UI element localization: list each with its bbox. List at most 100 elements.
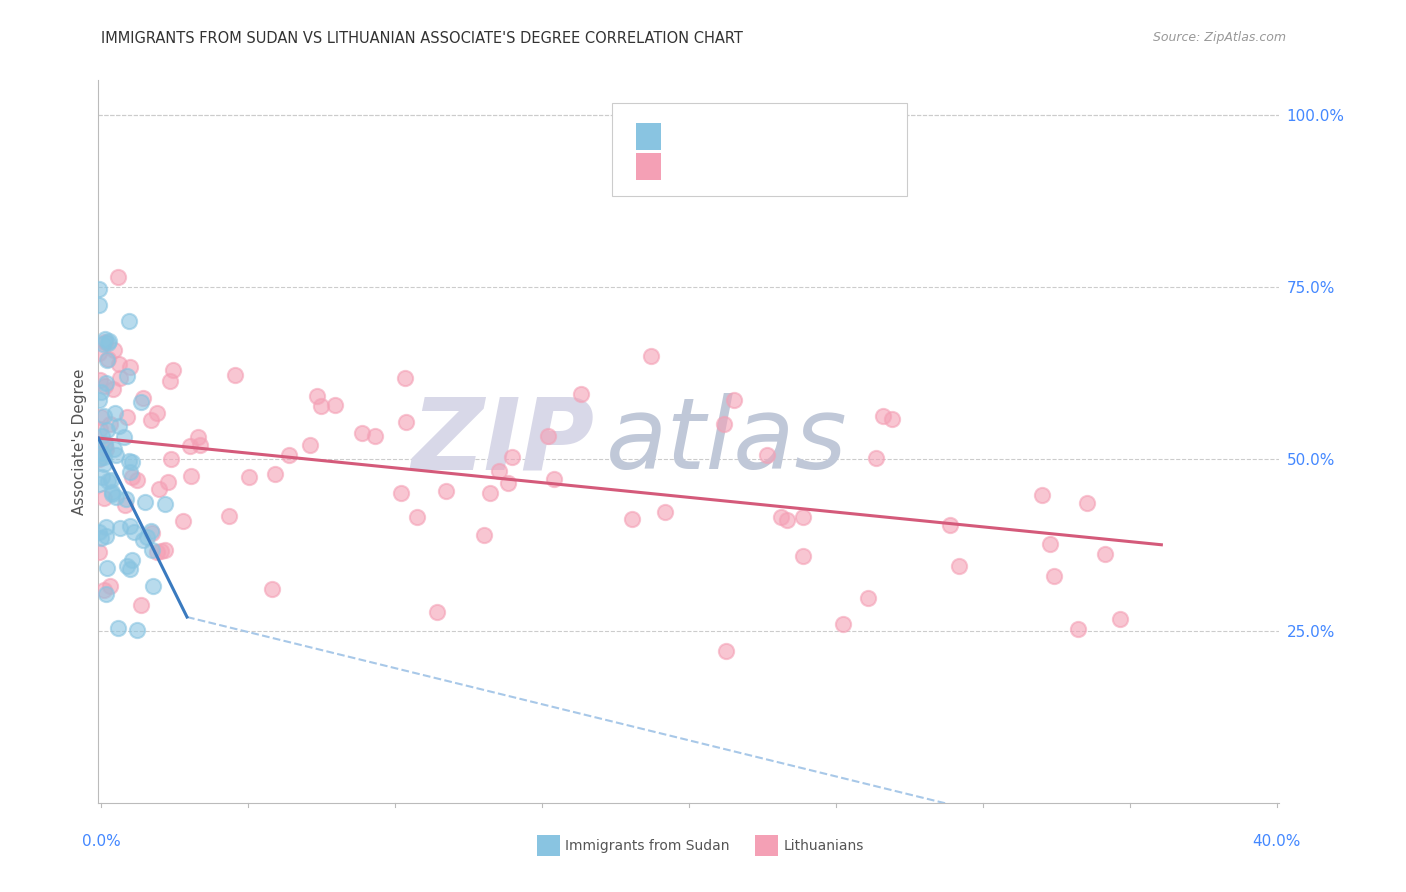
Point xyxy=(93,458,115,472)
Point xyxy=(98,334,121,349)
Point xyxy=(87,545,110,559)
Point xyxy=(723,392,745,407)
Point xyxy=(1094,547,1116,561)
Point xyxy=(115,558,138,573)
Point xyxy=(118,465,141,479)
Point xyxy=(654,505,676,519)
Point xyxy=(90,531,112,545)
Point xyxy=(91,469,114,483)
Point xyxy=(129,395,152,409)
Text: Immigrants from Sudan: Immigrants from Sudan xyxy=(565,838,730,853)
Point xyxy=(543,472,565,486)
Text: R =: R = xyxy=(675,159,709,174)
Point xyxy=(97,336,120,351)
Point xyxy=(98,579,121,593)
Text: -0.235: -0.235 xyxy=(714,129,769,145)
Point xyxy=(1109,612,1132,626)
Point xyxy=(141,542,163,557)
Point xyxy=(94,332,117,346)
Point xyxy=(146,545,169,559)
Point xyxy=(769,510,792,524)
Point xyxy=(94,379,117,393)
Point xyxy=(94,437,117,451)
Point xyxy=(115,369,138,384)
Point xyxy=(501,450,523,464)
Point xyxy=(118,314,141,328)
Text: Source: ZipAtlas.com: Source: ZipAtlas.com xyxy=(1153,31,1286,45)
Point xyxy=(434,483,457,498)
Point xyxy=(260,582,283,596)
Text: -0.208: -0.208 xyxy=(714,159,769,174)
Point xyxy=(488,464,510,478)
Point xyxy=(87,476,110,491)
Point xyxy=(96,442,118,457)
Point xyxy=(569,386,592,401)
Text: IMMIGRANTS FROM SUDAN VS LITHUANIAN ASSOCIATE'S DEGREE CORRELATION CHART: IMMIGRANTS FROM SUDAN VS LITHUANIAN ASSO… xyxy=(101,31,744,46)
Point xyxy=(277,449,299,463)
Point xyxy=(98,417,121,431)
Point xyxy=(159,374,181,388)
Point xyxy=(150,543,173,558)
Point xyxy=(153,542,176,557)
Point xyxy=(713,417,735,431)
Point xyxy=(1031,488,1053,502)
Point xyxy=(872,409,894,423)
Point xyxy=(389,486,412,500)
Point xyxy=(187,429,209,443)
Point xyxy=(89,345,111,359)
Point xyxy=(103,343,125,357)
Point xyxy=(188,438,211,452)
Point xyxy=(93,450,115,465)
Point xyxy=(792,510,814,524)
Text: 58: 58 xyxy=(815,129,837,145)
Text: 94: 94 xyxy=(815,159,837,174)
Point xyxy=(139,524,162,539)
Point xyxy=(93,491,115,505)
Point xyxy=(350,426,373,441)
Point xyxy=(172,514,194,528)
Point xyxy=(755,449,778,463)
Point xyxy=(103,442,125,456)
Point xyxy=(89,282,111,296)
Point xyxy=(224,368,246,382)
Point xyxy=(309,400,332,414)
Point xyxy=(640,349,662,363)
Point xyxy=(395,415,418,429)
Point xyxy=(121,455,143,469)
Point xyxy=(405,509,427,524)
Point xyxy=(90,429,112,443)
Point xyxy=(121,553,143,567)
Point xyxy=(238,470,260,484)
Point xyxy=(94,439,117,453)
Point xyxy=(162,363,184,377)
Point xyxy=(96,353,118,368)
Point xyxy=(136,530,159,544)
Point xyxy=(87,524,110,539)
Point xyxy=(323,398,346,412)
Point xyxy=(776,513,799,527)
Text: N =: N = xyxy=(785,129,818,145)
Point xyxy=(1076,495,1098,509)
Text: 0.0%: 0.0% xyxy=(82,834,121,849)
Point xyxy=(714,644,737,658)
Point xyxy=(856,591,879,605)
Text: 40.0%: 40.0% xyxy=(1253,834,1301,849)
Point xyxy=(90,409,112,424)
Point xyxy=(94,335,117,350)
Text: R =: R = xyxy=(675,129,709,145)
Point xyxy=(146,407,169,421)
Text: atlas: atlas xyxy=(606,393,848,490)
Point xyxy=(96,423,118,437)
Point xyxy=(880,412,903,426)
Point xyxy=(939,518,962,533)
Point xyxy=(156,475,179,489)
Point xyxy=(94,587,117,601)
Point xyxy=(148,483,170,497)
Point xyxy=(96,376,118,391)
Point xyxy=(89,298,111,312)
Point xyxy=(299,438,322,452)
Point xyxy=(100,473,122,487)
Text: ZIP: ZIP xyxy=(412,393,595,490)
Point xyxy=(91,446,114,460)
Point xyxy=(100,485,122,500)
